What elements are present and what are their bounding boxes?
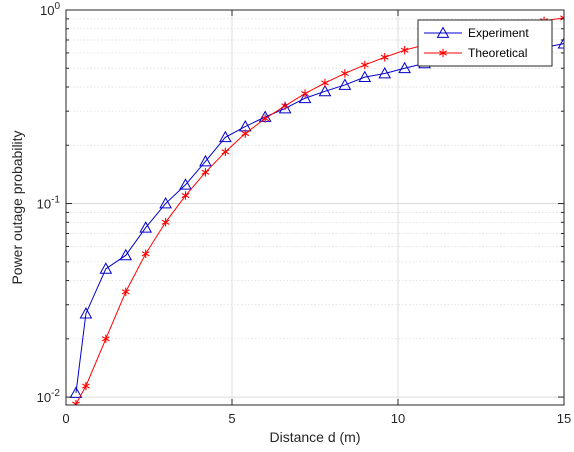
plot-frame xyxy=(65,9,565,406)
triangle-marker xyxy=(119,248,133,261)
triangle-marker xyxy=(398,61,411,74)
plot-area xyxy=(66,10,564,405)
x-axis-label: Distance d (m) xyxy=(269,429,360,445)
asterisk-marker xyxy=(121,287,130,296)
x-tick-label: 10 xyxy=(391,411,405,426)
x-tick-label: 15 xyxy=(557,411,571,426)
asterisk-marker xyxy=(241,129,250,138)
asterisk-marker xyxy=(400,45,409,55)
asterisk-marker xyxy=(261,114,270,123)
asterisk-marker xyxy=(221,147,230,157)
triangle-marker xyxy=(179,178,192,190)
axes: 10-2 10-1 100 0 5 10 15 xyxy=(37,1,572,426)
asterisk-marker xyxy=(439,48,447,58)
asterisk-marker xyxy=(141,249,150,258)
triangle-marker xyxy=(338,78,352,90)
y-axis-label: Power outage probability xyxy=(9,130,25,284)
asterisk-marker xyxy=(82,381,90,391)
asterisk-marker xyxy=(380,53,389,62)
legend-box xyxy=(417,19,553,67)
y-tick-label: 10-1 xyxy=(37,195,61,212)
triangle-marker xyxy=(557,37,564,49)
triangle-marker xyxy=(69,386,83,398)
legend: Experiment Theoretical xyxy=(417,19,553,67)
asterisk-marker xyxy=(161,218,170,227)
triangle-marker xyxy=(318,84,332,97)
asterisk-marker xyxy=(340,69,349,78)
asterisk-marker xyxy=(72,399,80,405)
triangle-marker xyxy=(199,154,212,167)
y-tick-label: 10-2 xyxy=(37,388,61,405)
asterisk-marker xyxy=(181,191,190,200)
x-tick-label: 0 xyxy=(62,411,69,426)
asterisk-marker xyxy=(301,89,309,98)
triangle-marker xyxy=(159,197,172,209)
triangle-marker xyxy=(79,307,93,319)
triangle-marker xyxy=(378,66,392,79)
triangle-marker xyxy=(99,262,113,274)
triangle-marker xyxy=(436,26,450,38)
legend-entry-experiment: Experiment xyxy=(424,26,529,40)
y-tick-label: 100 xyxy=(40,1,60,18)
asterisk-marker xyxy=(360,60,369,70)
asterisk-marker xyxy=(101,334,110,344)
legend-label: Experiment xyxy=(468,26,529,40)
asterisk-marker xyxy=(281,101,290,110)
x-tick-label: 5 xyxy=(228,411,235,426)
legend-entry-theoretical: Theoretical xyxy=(424,46,527,60)
legend-label: Theoretical xyxy=(468,46,527,60)
triangle-marker xyxy=(298,91,312,104)
triangle-marker xyxy=(358,70,372,83)
triangle-marker xyxy=(219,130,232,143)
triangle-marker xyxy=(139,221,153,233)
asterisk-marker xyxy=(321,78,329,88)
asterisk-marker xyxy=(201,168,210,177)
